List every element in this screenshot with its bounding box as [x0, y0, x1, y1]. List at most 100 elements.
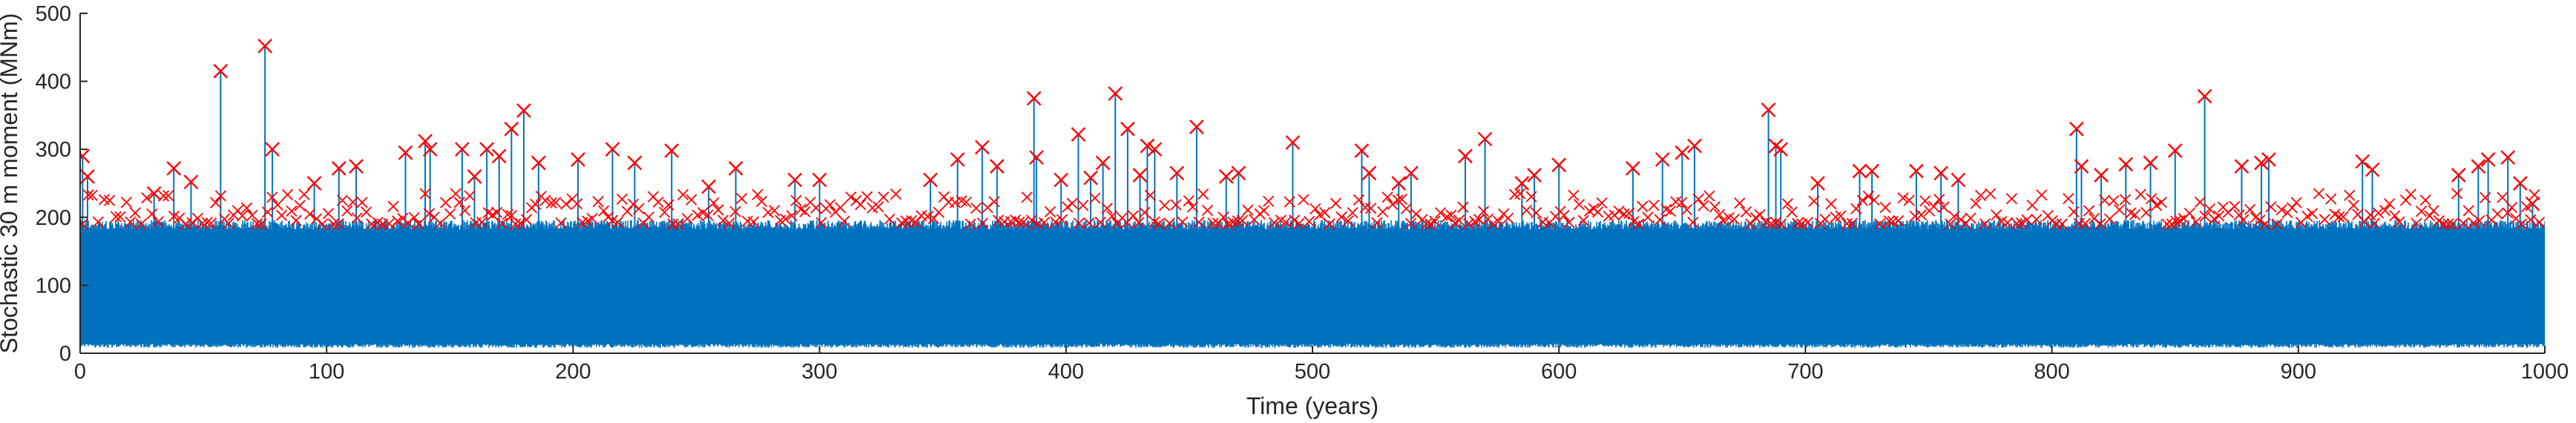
peak-marker-72 [2074, 159, 2089, 174]
peak-marker-2 [146, 186, 162, 201]
peak-marker-58 [1626, 160, 1640, 176]
axes [79, 13, 2546, 354]
peak-marker-33 [1026, 91, 1042, 106]
x-tick-label-0: 0 [74, 360, 86, 384]
peak-marker-48 [1285, 135, 1301, 150]
peak-marker-32 [989, 159, 1005, 174]
peak-marker-65 [1810, 176, 1825, 191]
peak-marker-87 [2512, 176, 2528, 191]
y-tick-label-0: 0 [59, 342, 71, 366]
peak-marker-36 [1071, 127, 1086, 142]
peak-marker-34 [1029, 150, 1044, 165]
peak-marker-25 [701, 179, 716, 194]
peak-marker-10 [349, 159, 364, 174]
peak-marker-60 [1675, 145, 1690, 160]
peak-marker-69 [1933, 165, 1948, 181]
peak-marker-41 [1132, 168, 1148, 183]
peak-marker-13 [422, 142, 438, 157]
peak-marker-74 [2118, 157, 2134, 172]
peak-marker-14 [455, 142, 470, 157]
tick-labels: 0 100 200 300 400 500 600 700 800 900 1000 0 100 200 3… [36, 2, 2569, 384]
peak-marker-68 [1909, 163, 1924, 179]
peak-marker-61 [1687, 138, 1702, 154]
peak-marker-57 [1551, 157, 1567, 173]
peak-marker-27 [787, 172, 803, 188]
x-tick-label-100: 100 [309, 360, 344, 384]
peak-marker-22 [605, 142, 620, 157]
peak-marker-76 [2167, 143, 2183, 158]
peak-marker-9 [331, 160, 346, 176]
peak-marker-86 [2500, 150, 2516, 165]
peak-marker-79 [2254, 155, 2269, 171]
peak-marker-67 [1864, 163, 1879, 179]
peak-marker-46 [1218, 168, 1234, 184]
y-axis-title: Stochastic 30 m moment (MNm) [0, 13, 22, 354]
peak-marker-85 [2480, 152, 2496, 167]
y-tick-label-500: 500 [36, 2, 71, 26]
peak-marker-3 [166, 160, 182, 176]
peak-marker-52 [1404, 165, 1419, 181]
peak-marker-30 [950, 152, 965, 167]
peak-marker-49 [1354, 143, 1370, 158]
peak-marker-15 [467, 168, 482, 184]
peak-marker-64 [1773, 142, 1789, 157]
y-tick-label-400: 400 [36, 70, 71, 94]
peak-marker-20 [531, 155, 546, 171]
peak-marker-28 [812, 172, 827, 188]
y-tick-label-300: 300 [36, 138, 71, 162]
peak-marker-42 [1140, 138, 1155, 154]
peak-marker-11 [398, 145, 413, 160]
x-tick-label-800: 800 [2034, 360, 2069, 384]
peak-marker-29 [923, 172, 938, 188]
peak-marker-4 [183, 174, 199, 190]
x-tick-label-1000: 1000 [2521, 360, 2569, 384]
x-tick-label-300: 300 [801, 360, 837, 384]
peak-marker-7 [265, 142, 280, 157]
peak-marker-78 [2234, 159, 2250, 174]
peak-marker-75 [2143, 155, 2158, 171]
peak-marker-54 [1477, 131, 1493, 147]
peak-marker-88 [2525, 196, 2540, 212]
peak-marker-70 [1951, 172, 1966, 188]
peak-marker-66 [1852, 163, 1867, 179]
peak-marker-71 [2069, 121, 2084, 137]
peak-marker-50 [1361, 165, 1377, 181]
peak-marker-37 [1083, 170, 1098, 186]
peak-marker-82 [2365, 162, 2380, 177]
peak-marker-39 [1108, 86, 1123, 101]
peak-marker-56 [1527, 168, 1542, 183]
peak-marker-47 [1231, 165, 1246, 181]
peak-marker-45 [1189, 119, 1204, 134]
peak-marker-23 [627, 155, 643, 171]
peak-marker-40 [1120, 121, 1135, 137]
peak-marker-24 [664, 143, 680, 158]
peak-marker-16 [479, 142, 494, 157]
peak-marker-62 [1761, 102, 1776, 117]
peak-marker-81 [2355, 154, 2370, 169]
time-series-band [80, 220, 2545, 348]
peak-marker-44 [1169, 165, 1185, 181]
peak-marker-31 [975, 140, 990, 155]
peak-marker-53 [1458, 148, 1473, 164]
peak-marker-35 [1054, 172, 1069, 188]
peak-marker-layer [80, 39, 2545, 230]
x-tick-label-400: 400 [1048, 360, 1084, 384]
peak-marker-17 [491, 148, 507, 164]
peak-marker-84 [2471, 159, 2486, 174]
x-axis-title: Time (years) [1246, 393, 1379, 419]
x-tick-label-900: 900 [2281, 360, 2316, 384]
x-tick-label-500: 500 [1295, 360, 1330, 384]
peak-marker-12 [418, 134, 433, 149]
peak-marker-38 [1095, 155, 1111, 171]
peak-marker-21 [571, 152, 585, 167]
x-tick-label-600: 600 [1541, 360, 1577, 384]
y-tick-label-200: 200 [36, 206, 71, 230]
peak-marker-77 [2197, 88, 2212, 104]
y-tick-label-100: 100 [36, 274, 71, 298]
x-tick-label-700: 700 [1787, 360, 1823, 384]
time-series-layer [80, 45, 2545, 348]
x-tick-label-200: 200 [555, 360, 591, 384]
peak-marker-6 [257, 39, 272, 53]
peak-marker-1 [80, 168, 95, 184]
